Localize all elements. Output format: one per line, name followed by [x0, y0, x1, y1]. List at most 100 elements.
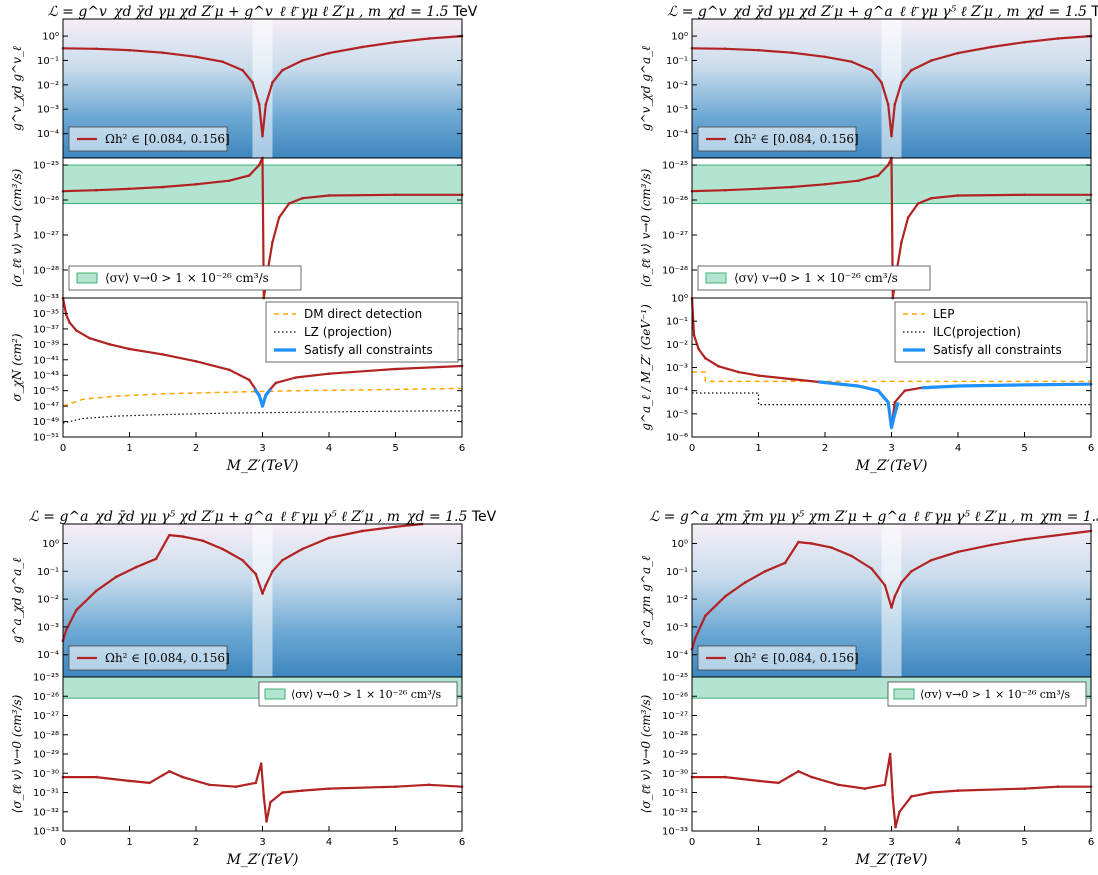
y-axis-label: g^v_χd g^a_ℓ — [639, 46, 653, 131]
y-tick-label: 10⁻⁴ — [37, 650, 59, 661]
data-point — [876, 174, 880, 177]
data-point — [281, 68, 284, 72]
data-point — [900, 240, 903, 244]
y-tick-label: 10⁻⁴⁹ — [33, 417, 59, 428]
data-point — [261, 592, 264, 595]
data-point — [883, 583, 887, 587]
y-tick-label: 10⁻²⁹ — [662, 750, 688, 761]
y-tick-label: 10⁻⁵ — [666, 409, 688, 420]
data-point — [221, 547, 224, 551]
y-tick-label: 10⁻³² — [33, 807, 59, 818]
panel-C-1: 10⁻²⁵ 10⁻²⁶ 10⁻²⁷ 10⁻²⁸ 10⁻²⁹ 10⁻³⁰ 10⁻³¹ 10⁻³²… — [10, 673, 464, 838]
data-point — [694, 636, 697, 640]
figure-title: ℒ = g^v_χd χ̄d γμ χd Z′μ + g^a_ℓ ℓ̄ γμ γ… — [667, 4, 1098, 20]
data-point — [870, 567, 873, 570]
y-tick-label: 10⁻²⁶ — [662, 692, 688, 703]
data-point — [891, 796, 895, 800]
y-tick-label: 10⁰ — [42, 32, 59, 43]
x-tick-label: 2 — [193, 443, 199, 454]
y-tick-label: 10⁻⁴³ — [33, 371, 59, 382]
data-point — [128, 347, 131, 351]
series-line-relic — [691, 156, 1091, 300]
legend-label: ILC(projection) — [933, 325, 1021, 339]
y-axis-label: σ_χN (cm²) — [10, 333, 24, 401]
data-point — [254, 781, 258, 785]
x-tick-label: 2 — [822, 443, 828, 454]
data-point — [181, 535, 184, 538]
data-point — [360, 529, 364, 533]
y-tick-label: 10⁻³⁵ — [33, 309, 59, 320]
data-point — [903, 389, 907, 392]
data-point — [906, 216, 910, 219]
x-tick-label: 5 — [1021, 837, 1027, 848]
data-point — [221, 60, 224, 63]
y-tick-label: 10⁻¹ — [37, 567, 59, 578]
y-tick-label: 10⁻³³ — [33, 294, 59, 305]
y-tick-label: 10⁻³³ — [662, 827, 688, 838]
y-tick-label: 10⁻⁴⁵ — [33, 386, 59, 397]
resonance-highlight — [252, 19, 273, 158]
data-point — [704, 614, 707, 618]
legend: ⟨σv⟩ v→0 > 1 × 10⁻²⁶ cm³/s — [887, 681, 1087, 707]
data-point — [227, 368, 231, 372]
data-point — [327, 536, 331, 540]
legend-swatch-band — [893, 688, 915, 700]
data-point — [797, 770, 800, 773]
data-point — [893, 103, 897, 106]
data-point — [830, 546, 833, 549]
x-tick-label: 2 — [193, 837, 199, 848]
y-tick-label: 10⁻²⁷ — [33, 231, 59, 242]
data-point — [890, 134, 893, 138]
data-point — [886, 163, 890, 167]
data-point — [394, 367, 397, 371]
legend-label-band: ⟨σv⟩ v→0 > 1 × 10⁻²⁶ cm³/s — [734, 271, 898, 285]
data-point — [956, 789, 960, 792]
data-point — [427, 37, 431, 40]
x-tick-label: 0 — [60, 443, 66, 454]
y-tick-label: 10⁻³ — [37, 105, 59, 116]
data-point — [134, 565, 138, 569]
x-tick-label: 1 — [126, 443, 132, 454]
x-tick-label: 5 — [1021, 443, 1027, 454]
data-point — [394, 40, 397, 44]
resonance-highlight — [252, 524, 273, 677]
data-point — [737, 370, 740, 374]
data-point — [883, 783, 887, 787]
x-tick-label: 0 — [689, 837, 695, 848]
data-point — [930, 196, 933, 200]
y-axis-label: g^a_χd g^a_ℓ — [10, 558, 24, 644]
data-point — [790, 185, 794, 189]
y-tick-label: 10⁰ — [42, 539, 59, 550]
data-point — [168, 770, 171, 773]
y-tick-label: 10⁻⁴ — [666, 129, 688, 140]
panel-B-2: 10⁰ 10⁻¹ 10⁻² 10⁻³ 10⁻⁴ 10⁻⁵ 10⁻⁶ g^a_ℓ / M_Z′ … — [639, 294, 1093, 444]
legend-label: Satisfy all constraints — [304, 343, 433, 357]
data-point — [810, 775, 813, 779]
data-point — [757, 187, 760, 191]
data-point — [956, 51, 960, 55]
data-point — [257, 103, 261, 106]
legend: Ωh² ∈ [0.084, 0.156] — [697, 126, 859, 152]
legend-label-relic: Ωh² ∈ [0.084, 0.156] — [734, 132, 859, 146]
data-point — [271, 81, 274, 84]
data-point — [264, 103, 268, 106]
y-tick-label: 10⁰ — [671, 32, 688, 43]
data-point — [916, 202, 920, 205]
y-tick-label: 10⁰ — [671, 294, 688, 305]
y-tick-label: 10⁻² — [37, 595, 59, 606]
data-point — [704, 356, 707, 360]
data-point — [956, 194, 960, 197]
x-tick-label: 1 — [755, 443, 761, 454]
data-point — [989, 543, 993, 547]
data-point — [823, 182, 827, 186]
data-point — [900, 81, 903, 84]
resonance-highlight — [881, 524, 902, 677]
y-tick-label: 10⁻⁴ — [666, 386, 688, 397]
x-axis-label: M_Z′(TeV) — [226, 458, 299, 474]
legend-swatch-band — [705, 272, 727, 284]
y-tick-label: 10⁻²⁸ — [662, 266, 688, 277]
y-axis-label: ⟨σ_ℓ̄ℓ v⟩ v→0 (cm³/s) — [10, 168, 24, 287]
x-tick-label: 0 — [689, 443, 695, 454]
series-line-relic — [62, 156, 462, 300]
data-point — [94, 188, 98, 192]
